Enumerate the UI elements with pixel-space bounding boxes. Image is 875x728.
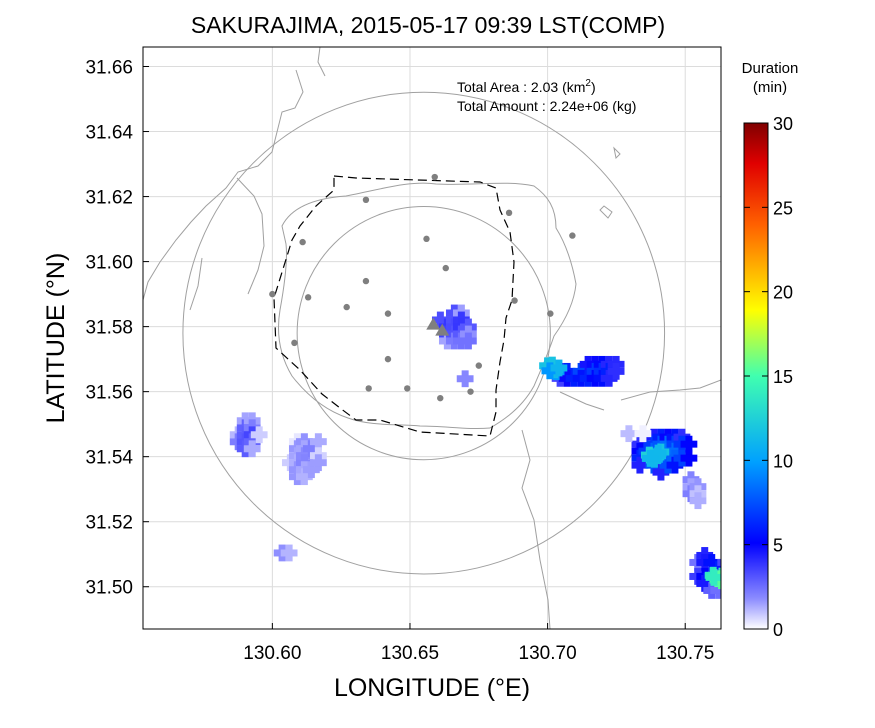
- y-axis-label: LATITUDE (°N): [42, 253, 70, 424]
- ash-pixel: [309, 454, 327, 472]
- ash-pixel: [634, 425, 652, 443]
- ash-pixel: [680, 449, 698, 467]
- ash-pixels: [229, 304, 721, 599]
- colorbar-tick-label: 5: [773, 536, 783, 556]
- x-tick-label: 130.70: [519, 643, 577, 664]
- grid-lines: [143, 47, 721, 629]
- colorbar-tick-label: 25: [773, 198, 793, 218]
- ash-pixel: [717, 558, 721, 566]
- ash-pixel: [541, 362, 559, 380]
- total-area-text: Total Area : 2.03 (km: [457, 79, 585, 95]
- station-marker: [299, 238, 306, 246]
- colorbar-unit: (min): [753, 79, 787, 96]
- y-tick-label: 31.50: [85, 578, 133, 599]
- ash-pixel: [649, 444, 667, 462]
- ash-pixel: [631, 456, 649, 474]
- y-tick-label: 31.64: [85, 123, 133, 144]
- y-tick-label: 31.54: [85, 448, 133, 469]
- station-marker: [442, 264, 449, 272]
- total-area-superscript: 2: [585, 78, 591, 89]
- range-rings: [182, 91, 666, 575]
- plot-background: [143, 47, 721, 629]
- ash-pixel: [550, 359, 568, 377]
- y-tick-label: 31.58: [85, 318, 133, 339]
- ash-pixel: [600, 369, 618, 387]
- ash-pixel: [620, 425, 638, 443]
- station-marker: [384, 310, 392, 317]
- station-marker: [404, 385, 411, 392]
- colorbar-tick-label: 0: [773, 620, 783, 640]
- station-marker: [269, 290, 276, 298]
- ash-pixel: [302, 461, 320, 479]
- ash-pixel: [641, 450, 659, 467]
- y-tick-label: 31.52: [85, 513, 133, 534]
- ash-pixel: [666, 456, 684, 474]
- x-axis-label: LONGITUDE (°E): [334, 674, 530, 702]
- station-marker: [431, 173, 438, 181]
- range-ring: [296, 206, 551, 461]
- total-area-close: ): [591, 79, 596, 95]
- ashfall-boundary: [273, 175, 515, 437]
- crater-triangle: [426, 317, 441, 330]
- y-tick-label: 31.66: [85, 58, 133, 79]
- y-axis-ticks: 31.50 31.52 31.54 31.56 31.58 31.60 31.62 31.64…: [85, 58, 149, 599]
- station-marker: [467, 388, 474, 395]
- ash-pixel: [456, 370, 474, 388]
- y-tick-label: 31.56: [85, 383, 133, 404]
- x-tick-label: 130.60: [243, 643, 301, 664]
- x-tick-label: 130.65: [381, 643, 439, 664]
- total-area-annotation: Total Area : 2.03 (km2): [457, 78, 596, 95]
- ash-pixel: [431, 311, 449, 329]
- ash-pixel: [696, 575, 714, 592]
- ash-pixel: [280, 544, 298, 562]
- y-tick-label: 31.62: [85, 188, 133, 209]
- colorbar-tick-label: 30: [773, 114, 793, 134]
- colorbar-tick-label: 15: [773, 367, 793, 387]
- station-marker: [475, 362, 482, 369]
- station-marker: [365, 385, 372, 392]
- total-amount-annotation: Total Amount : 2.24e+06 (kg): [457, 98, 636, 114]
- colorbar-title: Duration: [742, 60, 799, 77]
- station-marker: [547, 310, 554, 317]
- station-marker: [437, 394, 444, 402]
- plot-frame: [142, 46, 722, 630]
- crater-markers: [426, 317, 450, 336]
- ash-pixel: [250, 426, 268, 444]
- station-marker: [362, 277, 370, 285]
- x-tick-label: 130.75: [656, 643, 714, 664]
- ash-pixel: [705, 569, 721, 586]
- ash-pixel: [302, 440, 320, 458]
- station-marker: [505, 209, 513, 217]
- ash-pixel: [652, 463, 670, 481]
- colorbar-tick-label: 20: [773, 283, 793, 303]
- colorbar-tick-label: 10: [773, 451, 793, 471]
- ash-pixel: [459, 332, 477, 350]
- ash-pixel: [689, 492, 707, 510]
- chart-title: SAKURAJIMA, 2015-05-17 09:39 LST(COMP): [191, 12, 665, 38]
- station-marker: [423, 235, 430, 243]
- station-marker: [569, 232, 576, 239]
- station-marker: [304, 294, 312, 301]
- colorbar-ticks: 0 5 10 15 20 25 30: [744, 114, 793, 640]
- station-marker: [291, 339, 298, 347]
- x-axis-ticks: 130.60 130.65 130.70 130.75: [243, 623, 714, 664]
- station-marker: [511, 297, 518, 304]
- ash-pixel: [309, 433, 327, 451]
- range-ring: [182, 91, 666, 575]
- station-marker: [343, 303, 350, 311]
- station-marker: [362, 196, 370, 204]
- ash-pixel: [295, 468, 313, 486]
- ash-pixel: [243, 440, 261, 458]
- ash-pixel: [680, 435, 698, 453]
- ash-pixel: [703, 554, 721, 571]
- y-tick-label: 31.60: [85, 253, 133, 274]
- crater-triangle: [435, 323, 450, 336]
- ash-pixel: [607, 362, 625, 380]
- stations: [269, 173, 576, 402]
- ash-pixel: [710, 582, 721, 599]
- station-marker: [384, 355, 392, 363]
